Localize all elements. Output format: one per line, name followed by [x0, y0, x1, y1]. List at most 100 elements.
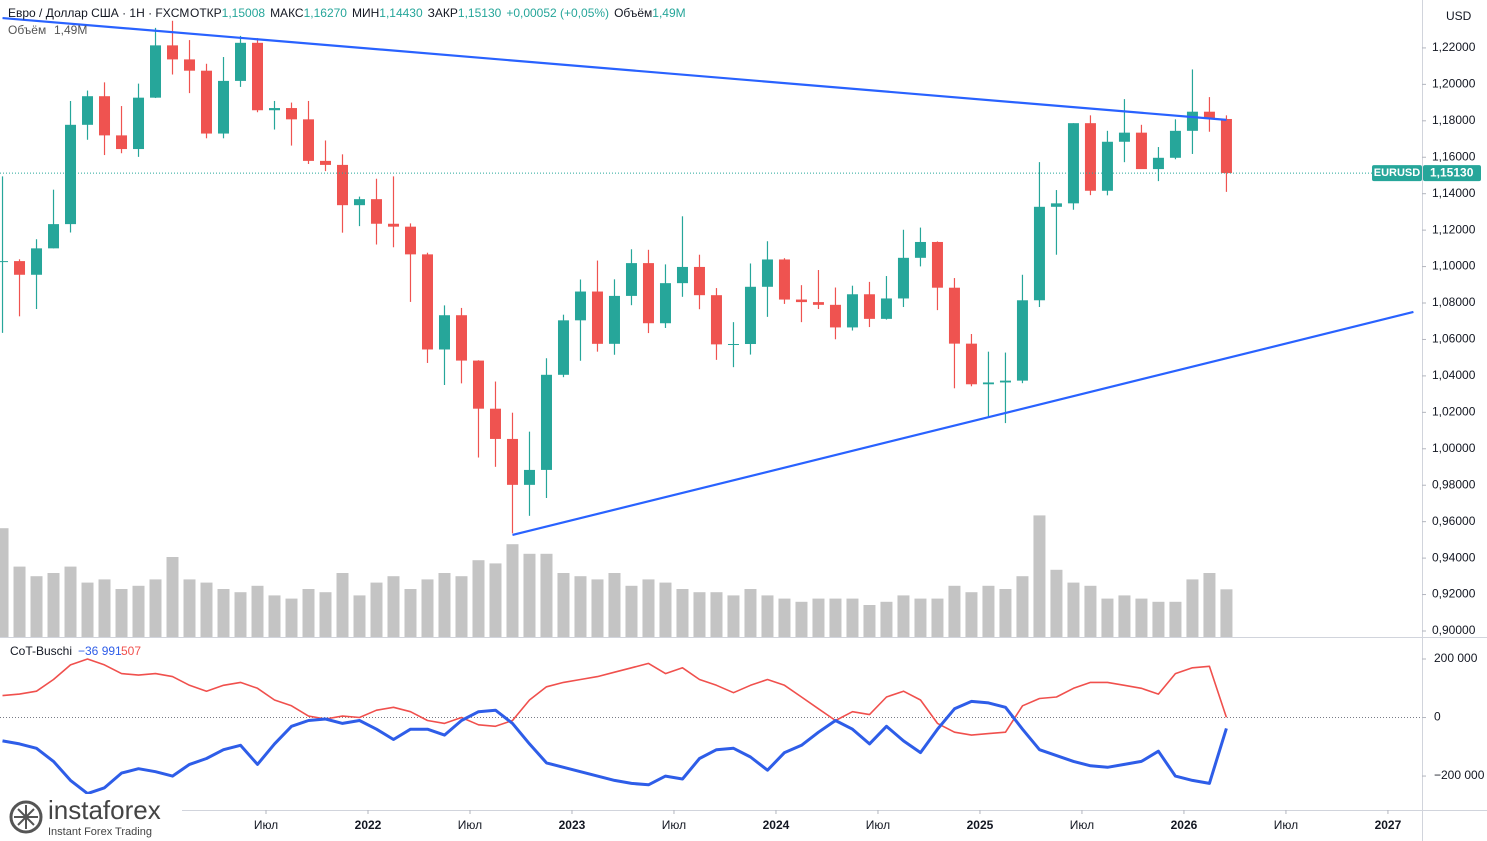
candle-body [252, 42, 264, 111]
volume-bar [999, 589, 1012, 637]
cot-line [2, 699, 1228, 796]
candle-body [455, 315, 467, 361]
candle-body [116, 135, 128, 150]
axes-layer: 0,90000 0,92000 0,94000 0,96000 0,98000 1,000… [151, 40, 1485, 832]
y-tick-label: 1,16000 [1432, 149, 1476, 163]
y-tick-label: 0,98000 [1432, 477, 1476, 491]
volume-bar [1220, 589, 1233, 637]
x-tick-label: Июл [1070, 818, 1094, 832]
y-tick-label: 1,02000 [1432, 405, 1476, 419]
candle-body [489, 408, 501, 439]
volume-bar [0, 528, 9, 637]
volume-bar [387, 576, 400, 637]
x-tick-label: 2025 [967, 818, 994, 832]
candle-body [863, 294, 875, 319]
candle-body [1135, 132, 1147, 170]
candle-body [472, 360, 484, 409]
volume-bar [744, 589, 757, 637]
volume-bar [489, 563, 502, 637]
candle-body [778, 259, 790, 300]
candle-body [591, 291, 603, 344]
candle-body [82, 96, 94, 125]
candle-body [31, 248, 43, 275]
x-tick-label: Июл [458, 818, 482, 832]
volume-bar [64, 566, 77, 637]
volume-bar [47, 573, 60, 637]
volume-bar [965, 592, 978, 637]
volume-bar [931, 598, 944, 637]
candle-body [1033, 206, 1045, 301]
candle-body [1152, 157, 1164, 170]
candle-body [625, 263, 637, 296]
volume-bar [982, 585, 995, 637]
candle-body [1084, 123, 1096, 191]
y-tick-label: 1,18000 [1432, 113, 1476, 127]
volume-bar [693, 592, 706, 637]
volume-bar [897, 595, 910, 637]
volume-bar [659, 582, 672, 637]
candle-body [1186, 111, 1198, 131]
candle-body [167, 45, 179, 60]
volume-bar [353, 595, 366, 637]
logo-tagline: Instant Forex Trading [48, 826, 152, 838]
candle-body [506, 438, 518, 485]
candle-body [1169, 130, 1181, 158]
candle-body [319, 160, 331, 165]
candle-body [1118, 132, 1130, 142]
candle-body [744, 286, 756, 345]
candle-body [1016, 300, 1028, 381]
x-tick-label: 2026 [1171, 818, 1198, 832]
volume-bar [166, 557, 179, 637]
header-volume: 1,49M [652, 6, 685, 20]
volume-bar [370, 582, 383, 637]
currency: USD [1446, 9, 1472, 23]
candle-body [642, 263, 654, 324]
volume-bar [183, 579, 196, 637]
candle-body [302, 119, 314, 161]
candle-body [574, 291, 586, 321]
candle-body [218, 80, 230, 134]
candle-body [14, 261, 26, 275]
cot-title: CoT-Buschi [10, 644, 72, 658]
y-tick-label: 1,06000 [1432, 332, 1476, 346]
volume-bar [676, 589, 689, 637]
x-tick-label: Июл [1274, 818, 1298, 832]
volume-bar [1152, 601, 1165, 637]
volume-row-label: Объём [8, 23, 46, 37]
volume-bar [115, 589, 128, 637]
x-tick-label: 2027 [1375, 818, 1402, 832]
y-tick-label: 1,00000 [1432, 441, 1476, 455]
y-tick-label: 1,12000 [1432, 222, 1476, 236]
logo-name: instaforex [48, 795, 161, 825]
volume-bar [13, 566, 26, 637]
volume-bar [948, 585, 961, 637]
x-tick-label: Июл [662, 818, 686, 832]
volume-bar [914, 598, 927, 637]
logo: instaforex Instant Forex Trading [0, 794, 182, 841]
volume-bar [727, 595, 740, 637]
y-tick-label: 0,92000 [1432, 587, 1476, 601]
candle-body [999, 380, 1011, 383]
header-low-label: МИН [352, 6, 379, 20]
volume-bar [404, 589, 417, 637]
volume-bar [149, 579, 162, 637]
volume-bar [251, 585, 264, 637]
candle-body [676, 266, 688, 284]
volume-bar [540, 553, 553, 637]
volume-bar [642, 579, 655, 637]
candle-body [982, 382, 994, 385]
volume-bar [1067, 582, 1080, 637]
volume-bar [472, 560, 485, 637]
header-close: 1,15130 [458, 6, 502, 20]
volume-bar [1186, 579, 1199, 637]
volume-bar [710, 592, 723, 637]
y-tick-label: 1,04000 [1432, 368, 1476, 382]
volume-bar [234, 592, 247, 637]
volume-bar [523, 553, 536, 637]
candle-body [931, 241, 943, 288]
volume-bar [506, 544, 519, 637]
volume-bar [1050, 569, 1063, 637]
x-tick-label: 2023 [559, 818, 586, 832]
volume-bar [591, 579, 604, 637]
candle-body [540, 374, 552, 470]
